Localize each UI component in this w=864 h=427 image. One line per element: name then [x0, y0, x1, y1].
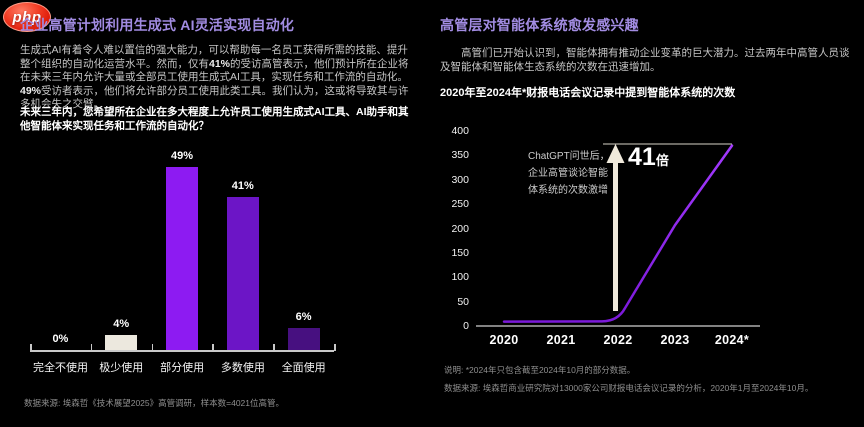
annotation-line: ChatGPT问世后， [528, 151, 610, 162]
bar-value-label: 49% [170, 150, 194, 162]
body-text-segment: 的受访高管表示，他们预计所在企业将在未来三年内允许大量或全部员工使用生成式AI工… [20, 57, 409, 84]
line-chart-title: 2020年至2024年*财报电话会议记录中提到智能体系统的次数 [440, 87, 736, 99]
right-section-title: 高管层对智能体系统愈发感兴趣 [440, 17, 639, 33]
bar-chart-question-title: 未来三年内，您希望所在企业在多大程度上允许员工使用生成式AI工具、AI助手和其他… [20, 106, 409, 132]
y-axis-tick-label: 100 [451, 271, 469, 284]
footnote: 说明: *2024年只包含截至2024年10月的部分数据。 [444, 365, 636, 375]
bar-全面使用 [287, 328, 320, 350]
bar-category-label: 完全不使用 [33, 362, 88, 374]
bar-value-label: 4% [113, 318, 130, 330]
growth-multiplier-callout: 41倍 [628, 143, 669, 172]
bar-category-label: 多数使用 [220, 362, 265, 374]
body-text-segment: 49% [20, 84, 42, 97]
bar-chart: 0% 完全不使用 4% 极少使用 49% 部分使用 41% 多数使用 6% 全面使用 [20, 140, 424, 390]
left-source-note: 数据来源: 埃森哲《技术展望2025》高管调研，样本数=4021位高管。 [24, 398, 285, 408]
y-axis-tick-label: 300 [451, 173, 469, 186]
axis-tick [30, 344, 32, 351]
right-body-paragraph: 高管们已开始认识到，智能体拥有推动企业变革的巨大潜力。过去两年中高管人员谈及智能… [440, 47, 850, 73]
mentions-data-line [502, 144, 734, 323]
callout-value: 41 [628, 143, 656, 171]
bar-极少使用 [105, 335, 138, 350]
y-axis-tick-label: 150 [451, 246, 469, 259]
left-body-paragraph: 生成式AI有着令人难以置信的强大能力，可以帮助每一名员工获得所需的技能、提升整个… [20, 44, 418, 112]
bar-value-label: 41% [231, 180, 254, 192]
annotation-line: 企业高管谈论智能 [528, 168, 608, 179]
line-chart-canvas [476, 143, 760, 327]
bar-value-label: 6% [295, 311, 312, 323]
x-axis-year-label: 2020 [489, 333, 519, 347]
annotation-line: 体系统的次数激增 [528, 185, 608, 196]
body-text-segment: 受访者表示，他们将允许部分员工使用此类工具。我们认为，这或将导致其与许多机会失之… [20, 84, 409, 111]
bar-value-label: 0% [52, 333, 69, 345]
callout-unit: 倍 [655, 153, 669, 168]
axis-tick [90, 344, 93, 351]
bar-category-label: 极少使用 [99, 362, 144, 374]
chatgpt-annotation: ChatGPT问世后， 企业高管谈论智能 体系统的次数激增 [528, 148, 610, 199]
php-logo-text: php [12, 8, 42, 26]
y-axis-tick-label: 50 [457, 295, 469, 308]
axis-tick [151, 344, 154, 351]
y-axis-tick-label: 350 [451, 149, 469, 162]
up-arrow-head [606, 144, 625, 163]
php-logo: php [3, 2, 51, 32]
x-axis-year-label: 2024* [714, 333, 750, 347]
line-chart: ChatGPT问世后， 企业高管谈论智能 体系统的次数激增 41倍 0 50 100… [440, 118, 864, 370]
body-text-segment: 41% [209, 57, 231, 70]
axis-tick [334, 344, 336, 351]
x-axis-year-label: 2023 [660, 333, 690, 347]
bar-category-label: 全面使用 [281, 362, 326, 374]
bar-chart-x-axis [30, 350, 334, 352]
y-axis-tick-label: 400 [451, 125, 469, 137]
x-axis-year-label: 2021 [546, 333, 576, 347]
bar-category-label: 部分使用 [160, 362, 205, 374]
axis-tick [212, 344, 214, 351]
bar-多数使用 [226, 197, 259, 350]
axis-tick [273, 344, 275, 351]
up-arrow-stem [613, 161, 618, 311]
right-source-note: 数据来源: 埃森哲商业研究院对13000家公司财报电话会议记录的分析，2020年… [444, 383, 814, 393]
x-axis-year-label: 2022 [603, 333, 633, 347]
y-axis-tick-label: 250 [451, 198, 469, 211]
body-text-segment: 生成式AI有着令人难以置信的强大能力，可以帮助每一名员工获得所需的技能、提升整个… [20, 44, 408, 70]
bar-部分使用 [166, 167, 198, 350]
left-section-title: 企业高管计划利用生成式 AI灵活实现自动化 [20, 17, 295, 33]
y-axis-tick-label: 200 [451, 222, 469, 235]
y-axis-tick-label: 0 [463, 320, 469, 332]
